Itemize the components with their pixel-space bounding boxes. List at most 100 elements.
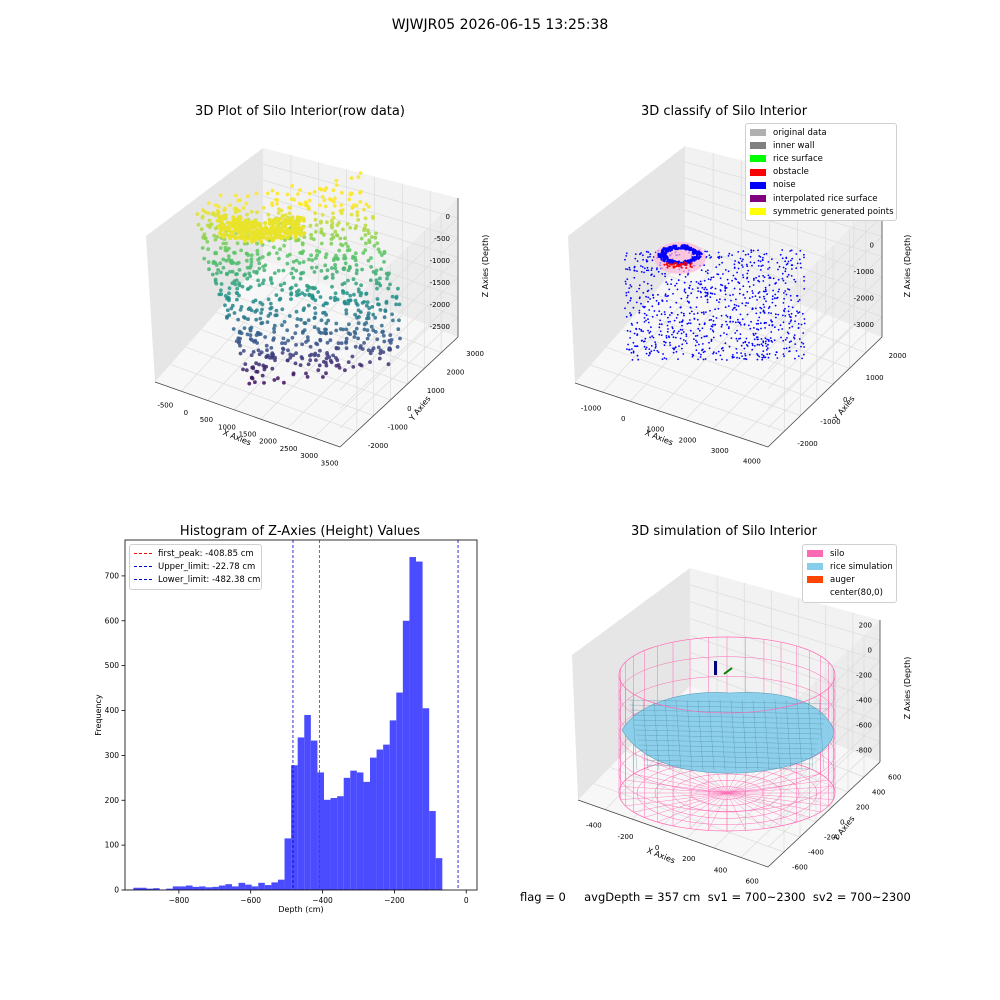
p1-data-point [244,201,249,206]
legend-item-silo: silo [803,547,896,560]
p1-data-point [307,257,311,262]
p1-data-point [230,281,235,286]
p1-data-point [227,286,232,291]
p1-data-point [258,300,263,305]
p1-data-point [246,307,251,311]
p1-data-point [364,321,369,325]
p1-data-point [313,351,318,356]
p1-data-point [272,378,277,382]
p1-data-point [350,205,355,210]
p1-data-point [288,355,293,360]
p1-data-point [363,223,368,228]
p1-data-point [328,358,333,363]
p1-data-point [213,237,218,242]
p1-data-point [302,306,306,311]
p1-data-point [234,278,239,283]
p1-data-point [272,336,276,341]
p1-data-point [221,241,226,246]
p1-data-point [337,365,342,370]
p1-data-point [358,190,362,195]
p1-data-point [263,335,267,339]
p1-grid-line [170,364,357,432]
p1-data-point [378,348,383,353]
p1-data-point [306,284,311,289]
p1-data-point [313,211,318,216]
p1-data-point [302,235,307,240]
p1-data-point [232,250,236,255]
p1-grid-line [207,281,319,401]
p1-data-point [368,351,373,356]
p1-data-point [312,325,317,330]
p1-data-point [364,241,368,246]
p1-data-point [221,257,226,262]
p1-data-point [225,248,229,253]
p1-data-point [207,267,211,272]
p1-data-point [374,231,378,236]
p1-data-point [294,268,299,273]
p1-data-point [374,268,379,273]
p1-data-point [264,354,269,359]
p1-data-point [255,369,260,374]
p1-data-point [376,247,381,252]
p1-data-point [333,263,337,267]
p1-data-point [237,339,242,344]
p1-data-point [236,260,241,265]
p1-data-point [219,270,223,275]
p1-data-point [364,303,369,308]
p1-data-point [354,326,359,331]
p1-data-point [322,233,326,237]
p1-data-point [285,192,290,197]
p1-data-point [313,306,317,310]
p1-data-point [285,261,290,266]
p1-data-point [343,368,347,373]
p1-data-point [229,306,234,311]
p1-data-point [227,291,231,296]
p1-data-point [308,358,313,363]
p1-data-point [317,250,322,254]
p1-data-point [269,305,274,310]
p1-data-point [323,301,328,306]
p1-data-point [343,256,348,261]
p1-data-point [223,245,228,250]
p1-data-point [339,242,343,247]
p1-data-point [245,287,250,291]
p1-data-point [216,268,221,272]
p1-data-point [382,315,387,320]
p1-data-point [272,323,277,328]
p1-data-point [356,175,361,180]
p1-data-point [301,270,306,275]
p1-data-point [338,327,343,331]
p1-data-point [243,362,248,366]
p1-data-point [319,318,324,323]
p1-data-point [248,285,253,289]
p1-z-tick-label: -1500 [430,279,450,287]
p1-data-point [369,256,373,260]
p1-data-point [280,323,284,328]
p4-x-tick-label: -400 [586,822,602,830]
p1-data-point [379,323,384,328]
p1-grid-line [262,195,459,258]
p1-data-point [305,288,310,293]
p1-data-point [289,285,294,290]
p1-data-point [254,333,259,337]
p1-data-point [278,247,282,252]
p1-data-point [306,204,311,209]
p1-data-point [382,260,386,264]
p1-data-point [257,283,262,288]
figure-suptitle: WJWJR05 2026-06-15 13:25:38 [391,17,609,33]
p1-data-point [202,232,207,237]
p4-y-tick-label: -400 [808,849,824,857]
p1-data-point [323,255,328,260]
p1-data-point [230,303,235,308]
p1-data-point [266,297,271,302]
p1-data-point [329,241,334,246]
p4-z-tick-label: -600 [856,722,872,730]
p1-data-point [344,327,349,332]
p1-data-point [350,354,355,359]
p1-data-point [261,281,265,286]
p1-data-point [249,260,254,265]
p1-data-point [213,226,218,231]
p1-data-point [291,266,295,271]
p1-data-point [387,271,391,276]
p1-data-point [365,336,370,341]
